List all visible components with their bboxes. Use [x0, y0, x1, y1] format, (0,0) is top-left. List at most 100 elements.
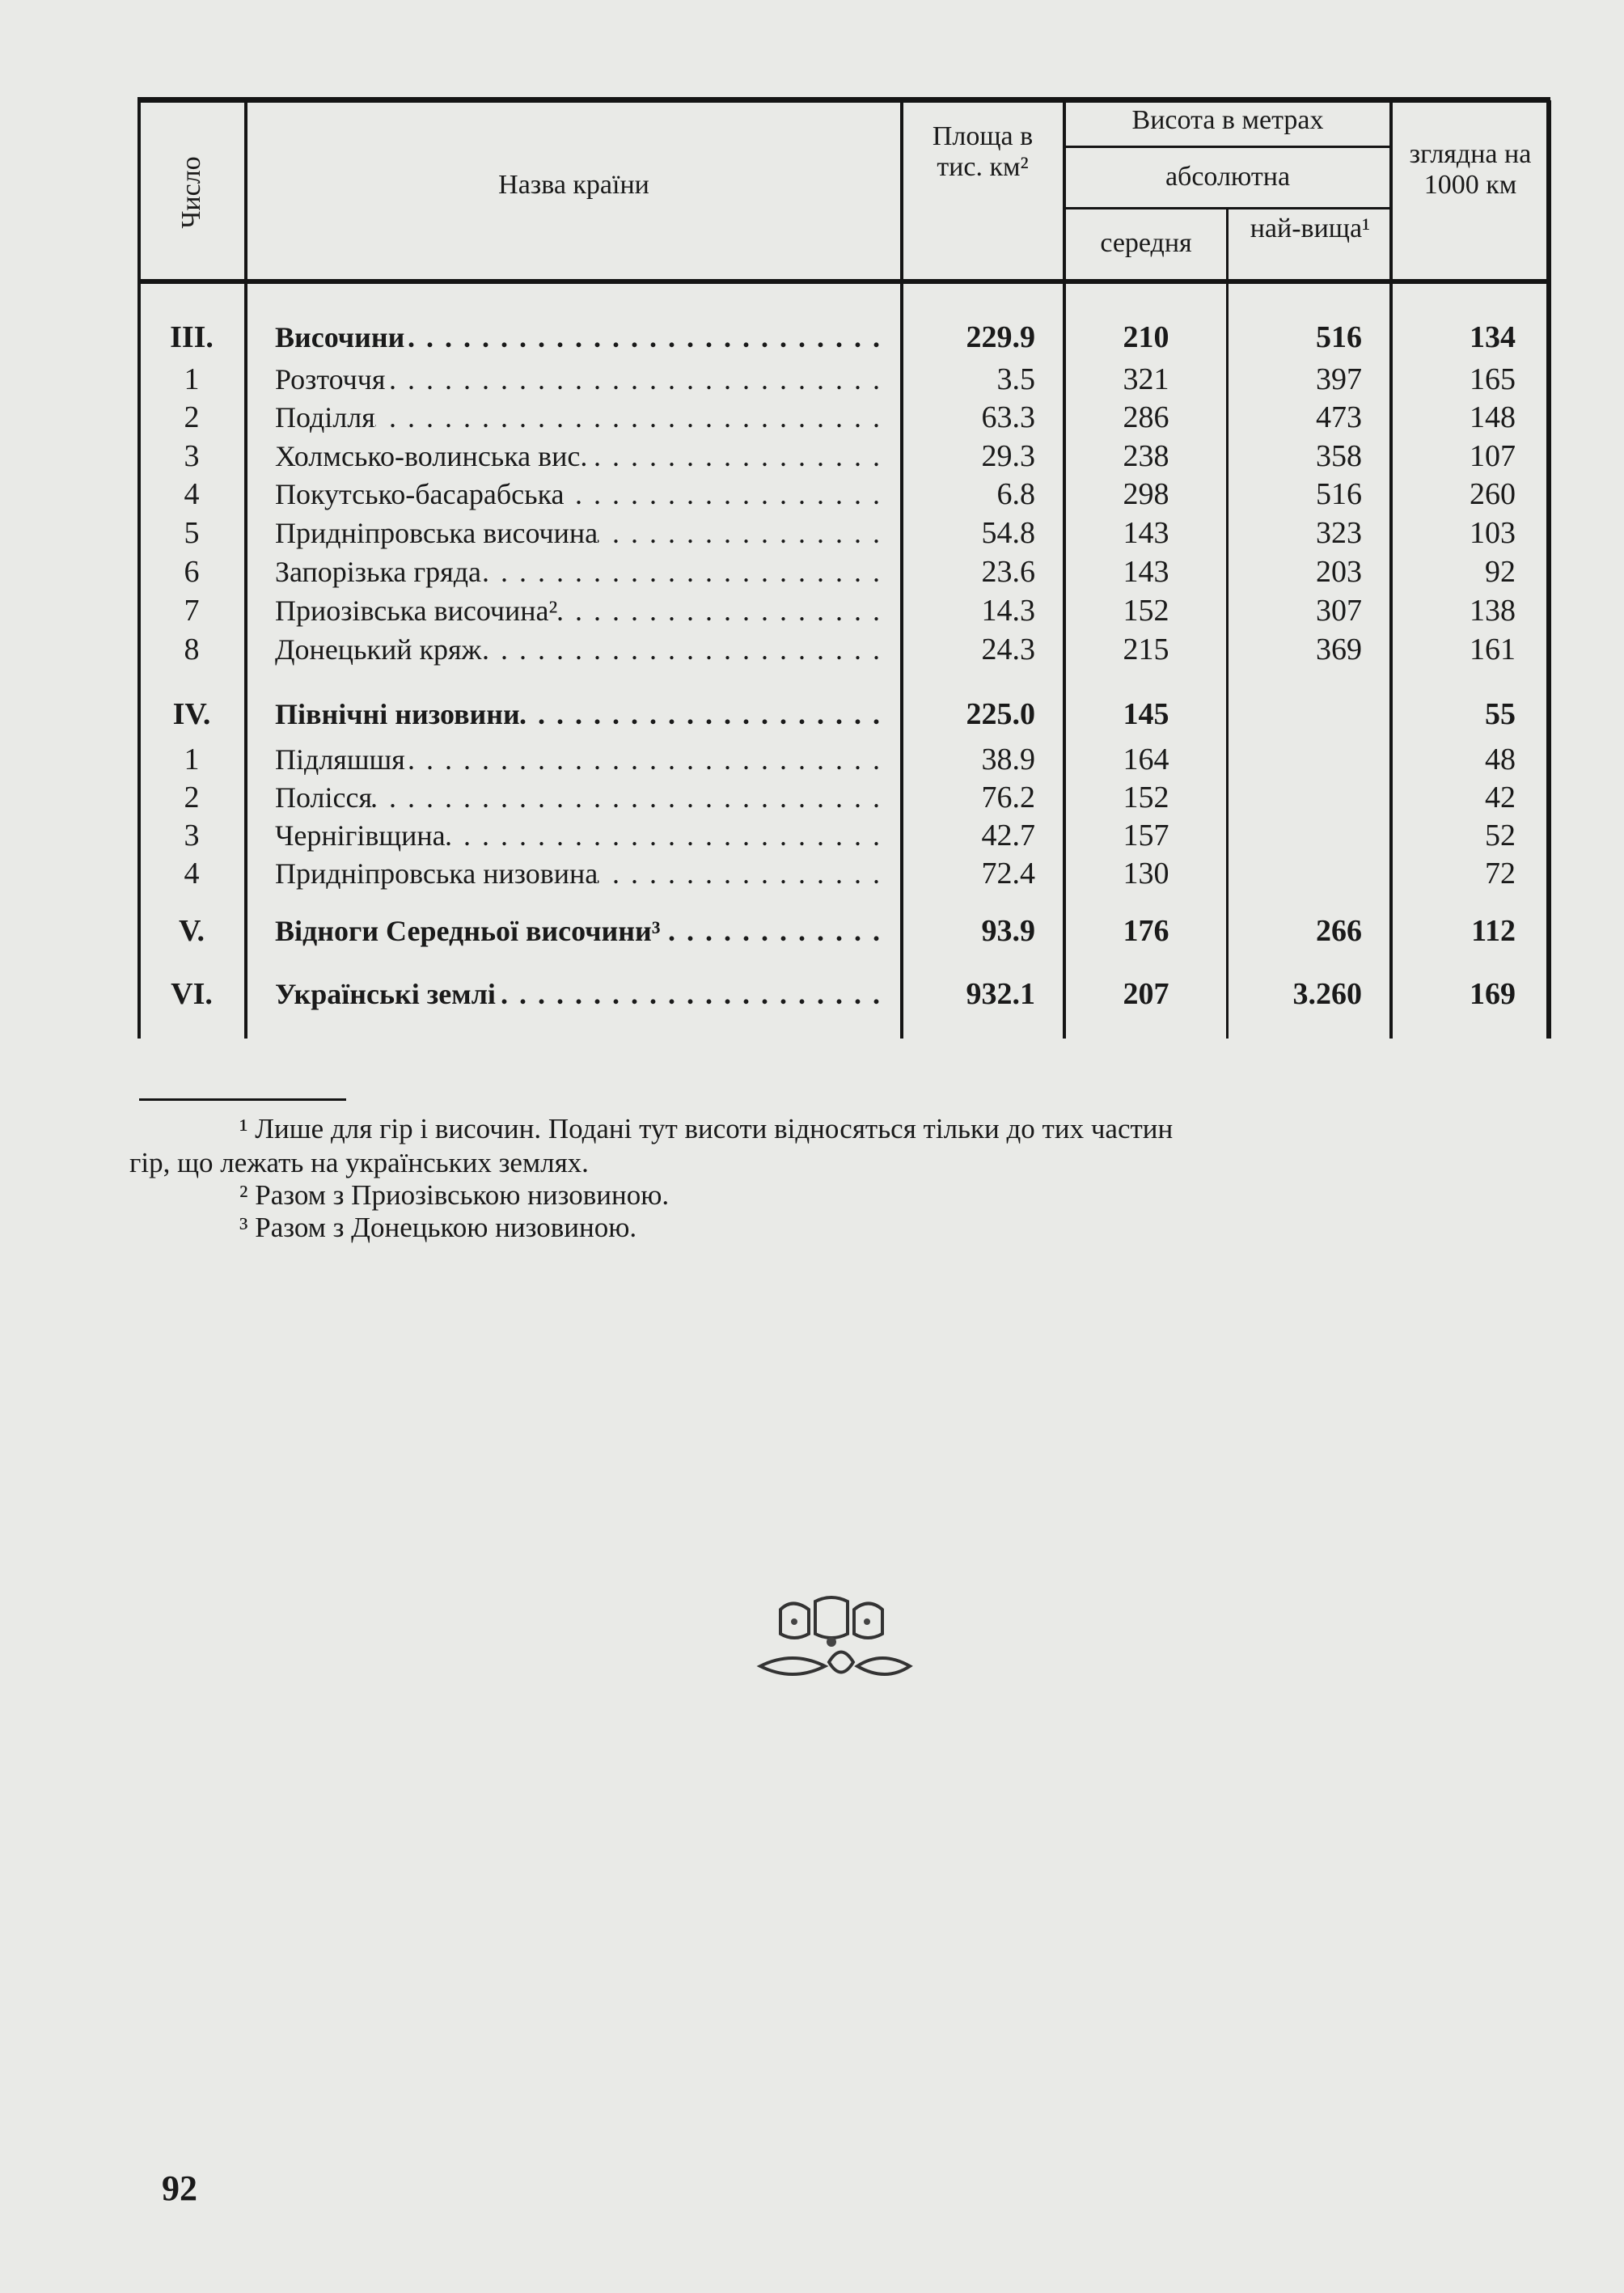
row-number: 8	[184, 632, 200, 666]
row-name-cell: Північні низовини.......................…	[275, 697, 891, 731]
row-name: Запорізька гряда	[275, 556, 481, 588]
row-highest-height: 3.260	[1292, 977, 1363, 1011]
row-highest-height: 307	[1316, 594, 1362, 628]
header-name: Назва країни	[498, 170, 649, 200]
row-name-cell: Розточчя..............................	[275, 362, 891, 396]
row-mean-height: 143	[1123, 555, 1169, 589]
row-relative-height: 42	[1485, 781, 1516, 814]
row-area: 93.9	[981, 914, 1036, 948]
row-name-cell: Відноги Середньої височини³.............…	[275, 914, 891, 948]
row-mean-height: 145	[1123, 697, 1169, 731]
row-mean-height: 321	[1123, 362, 1169, 396]
row-area: 932.1	[966, 977, 1036, 1011]
row-name: Розточчя	[275, 363, 386, 396]
row-area: 225.0	[966, 697, 1036, 731]
row-relative-height: 72	[1485, 857, 1516, 891]
row-highest-height: 516	[1316, 320, 1362, 354]
row-area: 23.6	[981, 555, 1036, 589]
row-number: 7	[184, 594, 200, 628]
row-highest-height: 203	[1316, 555, 1362, 589]
row-name-cell: Придніпровська низовина.................…	[275, 857, 891, 891]
row-number: 5	[184, 516, 200, 550]
footnote-2: ² Разом з Приозівською низовиною.	[239, 1179, 670, 1211]
row-highest-height: 516	[1316, 477, 1362, 511]
row-relative-height: 92	[1485, 555, 1516, 589]
row-number: IV.	[172, 697, 211, 731]
row-area: 76.2	[981, 781, 1036, 814]
row-highest-height: 266	[1316, 914, 1362, 948]
dot-leader: ..............................	[565, 478, 891, 510]
footnote-3: ³ Разом з Донецькою низовиною.	[239, 1212, 637, 1243]
row-mean-height: 152	[1123, 594, 1169, 628]
row-relative-height: 148	[1470, 400, 1516, 434]
dot-leader: ..............................	[404, 321, 891, 353]
row-name-cell: Придніпровська височина.................…	[275, 516, 891, 550]
dot-leader: ..............................	[385, 363, 891, 396]
row-name: Холмсько-волинська вис.	[275, 440, 588, 472]
row-highest-height: 397	[1316, 362, 1362, 396]
row-area: 54.8	[981, 516, 1036, 550]
table-top-rule	[137, 97, 1550, 103]
row-name-cell: Чернігівщина............................…	[275, 819, 891, 852]
row-name: Північні низовини	[275, 698, 520, 730]
row-area: 229.9	[966, 320, 1036, 354]
row-mean-height: 143	[1123, 516, 1169, 550]
row-area: 24.3	[981, 632, 1036, 666]
decorative-tailpiece-ornament-icon	[756, 1596, 913, 1676]
header-mean: середня	[1100, 228, 1192, 258]
dot-leader: ..............................	[557, 594, 891, 627]
row-area: 29.3	[981, 439, 1036, 473]
row-relative-height: 260	[1470, 477, 1516, 511]
row-relative-height: 103	[1470, 516, 1516, 550]
page-number: 92	[162, 2168, 197, 2208]
row-relative-height: 52	[1485, 819, 1516, 852]
dot-leader: ..............................	[481, 633, 891, 666]
row-number: 4	[184, 857, 200, 891]
row-number: VI.	[171, 977, 213, 1011]
column-divider	[1546, 100, 1551, 1039]
header-bottom-rule	[137, 279, 1550, 284]
row-name: Поділля	[275, 401, 375, 434]
row-mean-height: 164	[1123, 742, 1169, 776]
row-mean-height: 130	[1123, 857, 1169, 891]
row-area: 72.4	[981, 857, 1036, 891]
row-number: 2	[184, 781, 200, 814]
row-number: 2	[184, 400, 200, 434]
header-absolute: абсолютна	[1165, 162, 1291, 192]
row-area: 63.3	[981, 400, 1036, 434]
row-relative-height: 134	[1470, 320, 1516, 354]
row-highest-height: 323	[1316, 516, 1362, 550]
dot-leader: ..............................	[445, 819, 891, 852]
row-name: Українські землі	[275, 978, 496, 1010]
dot-leader: ..............................	[496, 978, 891, 1010]
row-name: Приозівська височина²	[275, 594, 558, 627]
column-divider	[1226, 209, 1229, 1039]
column-divider	[1063, 100, 1066, 1039]
row-name: Чернігівщина	[275, 819, 446, 852]
row-mean-height: 157	[1123, 819, 1169, 852]
row-name-cell: Підляшшя..............................	[275, 742, 891, 776]
header-highest: най-вища¹	[1250, 214, 1371, 243]
row-name-cell: Височини..............................	[275, 320, 891, 354]
row-highest-height: 473	[1316, 400, 1362, 434]
dot-leader: ..............................	[374, 401, 891, 434]
row-name: Покутсько-басарабська	[275, 478, 565, 510]
row-relative-height: 107	[1470, 439, 1516, 473]
row-area: 3.5	[996, 362, 1036, 396]
row-name: Полісся	[275, 781, 373, 814]
row-relative-height: 112	[1471, 914, 1516, 948]
row-number: 4	[184, 477, 200, 511]
row-name: Придніпровська височина	[275, 517, 598, 549]
header-subrule	[1064, 146, 1391, 148]
row-number: 3	[184, 819, 200, 852]
row-number: 1	[184, 742, 200, 776]
dot-leader: ..............................	[519, 698, 891, 730]
row-mean-height: 286	[1123, 400, 1169, 434]
dot-leader: ..............................	[587, 440, 891, 472]
header-height-group: Висота в метрах	[1131, 105, 1324, 135]
dot-leader: ..............................	[598, 857, 891, 890]
dot-leader: ..............................	[405, 743, 891, 776]
footnote-1: ¹ Лише для гір і височин. Подані тут вис…	[239, 1113, 1174, 1144]
row-relative-height: 169	[1470, 977, 1516, 1011]
row-mean-height: 207	[1123, 977, 1169, 1011]
